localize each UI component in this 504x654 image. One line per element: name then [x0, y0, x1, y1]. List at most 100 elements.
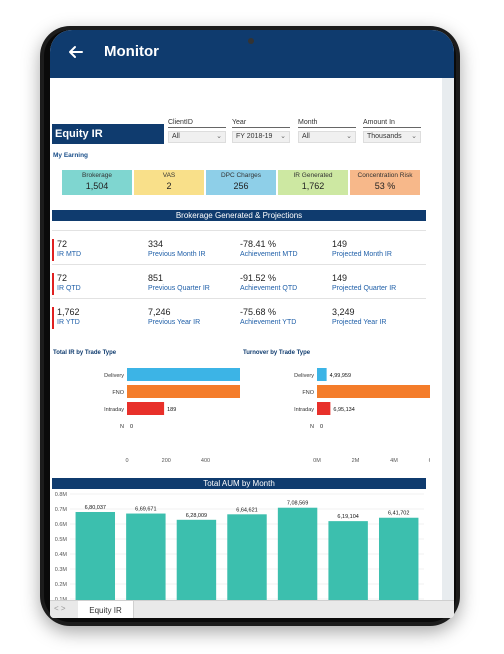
app-title: Monitor — [104, 43, 159, 60]
data-label: 0 — [130, 424, 133, 430]
tick-label: 400 — [201, 458, 210, 464]
bar — [227, 514, 267, 614]
achievement-value: -78.41 % — [240, 239, 277, 249]
kpi-value: 1,504 — [85, 181, 109, 191]
tick-label: 0.5M — [55, 537, 68, 543]
kpi-title: DPC Charges — [220, 172, 262, 179]
category-label: FNO — [112, 390, 124, 396]
ir-value: 72 — [57, 273, 68, 283]
bar — [127, 402, 165, 415]
tick-label: 0.7M — [55, 507, 68, 513]
filter-dropdown[interactable]: All ⌄ — [298, 131, 356, 143]
projected-label: Projected Quarter IR — [332, 285, 397, 292]
chevron-down-icon: ⌄ — [280, 133, 286, 140]
tab-equity-ir[interactable]: Equity IR — [78, 601, 134, 618]
camera-dot — [248, 38, 254, 44]
vertical-scrollbar[interactable] — [442, 78, 454, 600]
data-label: 6,41,702 — [388, 511, 409, 517]
ir-label: IR MTD — [57, 251, 82, 258]
bar — [127, 368, 240, 381]
tick-label: 0.3M — [55, 567, 68, 573]
section-label-my-earning: My Earning — [53, 152, 89, 159]
bar — [317, 385, 430, 398]
section-header-aum: Total AUM by Month — [52, 478, 426, 489]
tick-label: 0 — [125, 458, 128, 464]
kpi-title: VAS — [162, 172, 176, 179]
prev-cell: 851 Previous Quarter IR — [148, 273, 210, 292]
prev-label: Previous Month IR — [148, 251, 206, 258]
tab-nav-arrows[interactable]: < > — [54, 604, 66, 613]
chart-turnover-by-trade-type: Delivery4,99,959FNO77,95,888Intraday6,95… — [294, 368, 430, 464]
ir-value: 72 — [57, 239, 68, 249]
tick-label: 6M — [429, 458, 430, 464]
chevron-down-icon: ⌄ — [346, 133, 352, 140]
report-canvas: Equity IR ClientID All ⌄ Year FY 2018-19 ⌄… — [50, 78, 442, 618]
section-header-brokerage: Brokerage Generated & Projections — [52, 210, 426, 221]
projected-cell: 3,249 Projected Year IR — [332, 307, 386, 326]
bar — [277, 507, 318, 614]
achievement-label: Achievement YTD — [240, 319, 297, 326]
projected-cell: 149 Projected Month IR — [332, 239, 392, 258]
kpi-card-concentration-risk: Concentration Risk 53 % — [350, 170, 420, 195]
filter-label: ClientID — [168, 119, 226, 128]
filter-year[interactable]: Year FY 2018-19 ⌄ — [232, 119, 290, 143]
bar — [75, 511, 116, 614]
projected-value: 149 — [332, 273, 348, 283]
bar — [176, 519, 217, 614]
prev-label: Previous Year IR — [148, 319, 201, 326]
ir-label: IR YTD — [57, 319, 80, 326]
data-label: 189 — [167, 407, 176, 413]
page-tab-bar: < > Equity IR — [50, 600, 454, 618]
ir-row-qtd: 72 IR QTD 851 Previous Quarter IR -91.52 %… — [52, 264, 426, 298]
chart-total-ir-by-trade-type: Delivery700FNO616Intraday189N00200400600… — [104, 368, 240, 464]
category-label: Delivery — [104, 373, 124, 379]
prev-label: Previous Quarter IR — [148, 285, 210, 292]
achievement-value: -75.68 % — [240, 307, 277, 317]
ir-cell: 1,762 IR YTD — [57, 307, 80, 326]
chart-title-total-ir: Total IR by Trade Type — [53, 350, 117, 356]
filter-amount-in[interactable]: Amount In Thousands ⌄ — [363, 119, 421, 143]
category-label: Intraday — [104, 407, 124, 413]
tick-label: 4M — [390, 458, 398, 464]
kpi-card-vas: VAS 2 — [134, 170, 204, 195]
prev-value: 851 — [148, 273, 164, 283]
report-banner: Equity IR — [52, 124, 164, 144]
bar — [378, 517, 419, 614]
ir-row-mtd: 72 IR MTD 334 Previous Month IR -78.41 % Ac… — [52, 230, 426, 264]
data-label: 6,64,621 — [236, 507, 257, 513]
tick-label: 0M — [313, 458, 321, 464]
app-screen: Monitor Equity IR ClientID All ⌄ Year FY … — [50, 30, 454, 618]
filter-clientid[interactable]: ClientID All ⌄ — [168, 119, 226, 143]
tick-label: 0.2M — [55, 582, 68, 588]
data-label: 6,19,104 — [337, 514, 358, 520]
filter-dropdown[interactable]: Thousands ⌄ — [363, 131, 421, 143]
data-label: 6,80,037 — [85, 505, 106, 511]
red-flag-marker — [52, 273, 54, 295]
tick-label: 2M — [352, 458, 360, 464]
data-label: 4,99,959 — [330, 373, 351, 379]
bar — [126, 513, 166, 614]
projected-value: 3,249 — [332, 307, 355, 317]
tick-label: 200 — [162, 458, 171, 464]
prev-value: 7,246 — [148, 307, 171, 317]
tick-label: 0.6M — [55, 522, 68, 528]
ir-row-ytd: 1,762 IR YTD 7,246 Previous Year IR -75.68… — [52, 298, 426, 332]
kpi-card-ir-generated: IR Generated 1,762 — [278, 170, 348, 195]
category-label: FNO — [302, 390, 314, 396]
back-arrow-icon[interactable] — [66, 42, 86, 62]
filter-dropdown[interactable]: FY 2018-19 ⌄ — [232, 131, 290, 143]
kpi-title: Brokerage — [82, 172, 112, 179]
red-flag-marker — [52, 239, 54, 261]
category-label: N — [120, 424, 124, 430]
tick-label: 0.8M — [55, 492, 68, 498]
kpi-title: IR Generated — [293, 172, 333, 179]
app-bar: Monitor — [50, 30, 454, 78]
red-flag-marker — [52, 307, 54, 329]
filter-month[interactable]: Month All ⌄ — [298, 119, 356, 143]
category-label: Intraday — [294, 407, 314, 413]
ir-cell: 72 IR QTD — [57, 273, 81, 292]
filter-dropdown[interactable]: All ⌄ — [168, 131, 226, 143]
tick-label: 0.4M — [55, 552, 68, 558]
bar — [317, 368, 327, 381]
kpi-title: Concentration Risk — [357, 172, 413, 179]
